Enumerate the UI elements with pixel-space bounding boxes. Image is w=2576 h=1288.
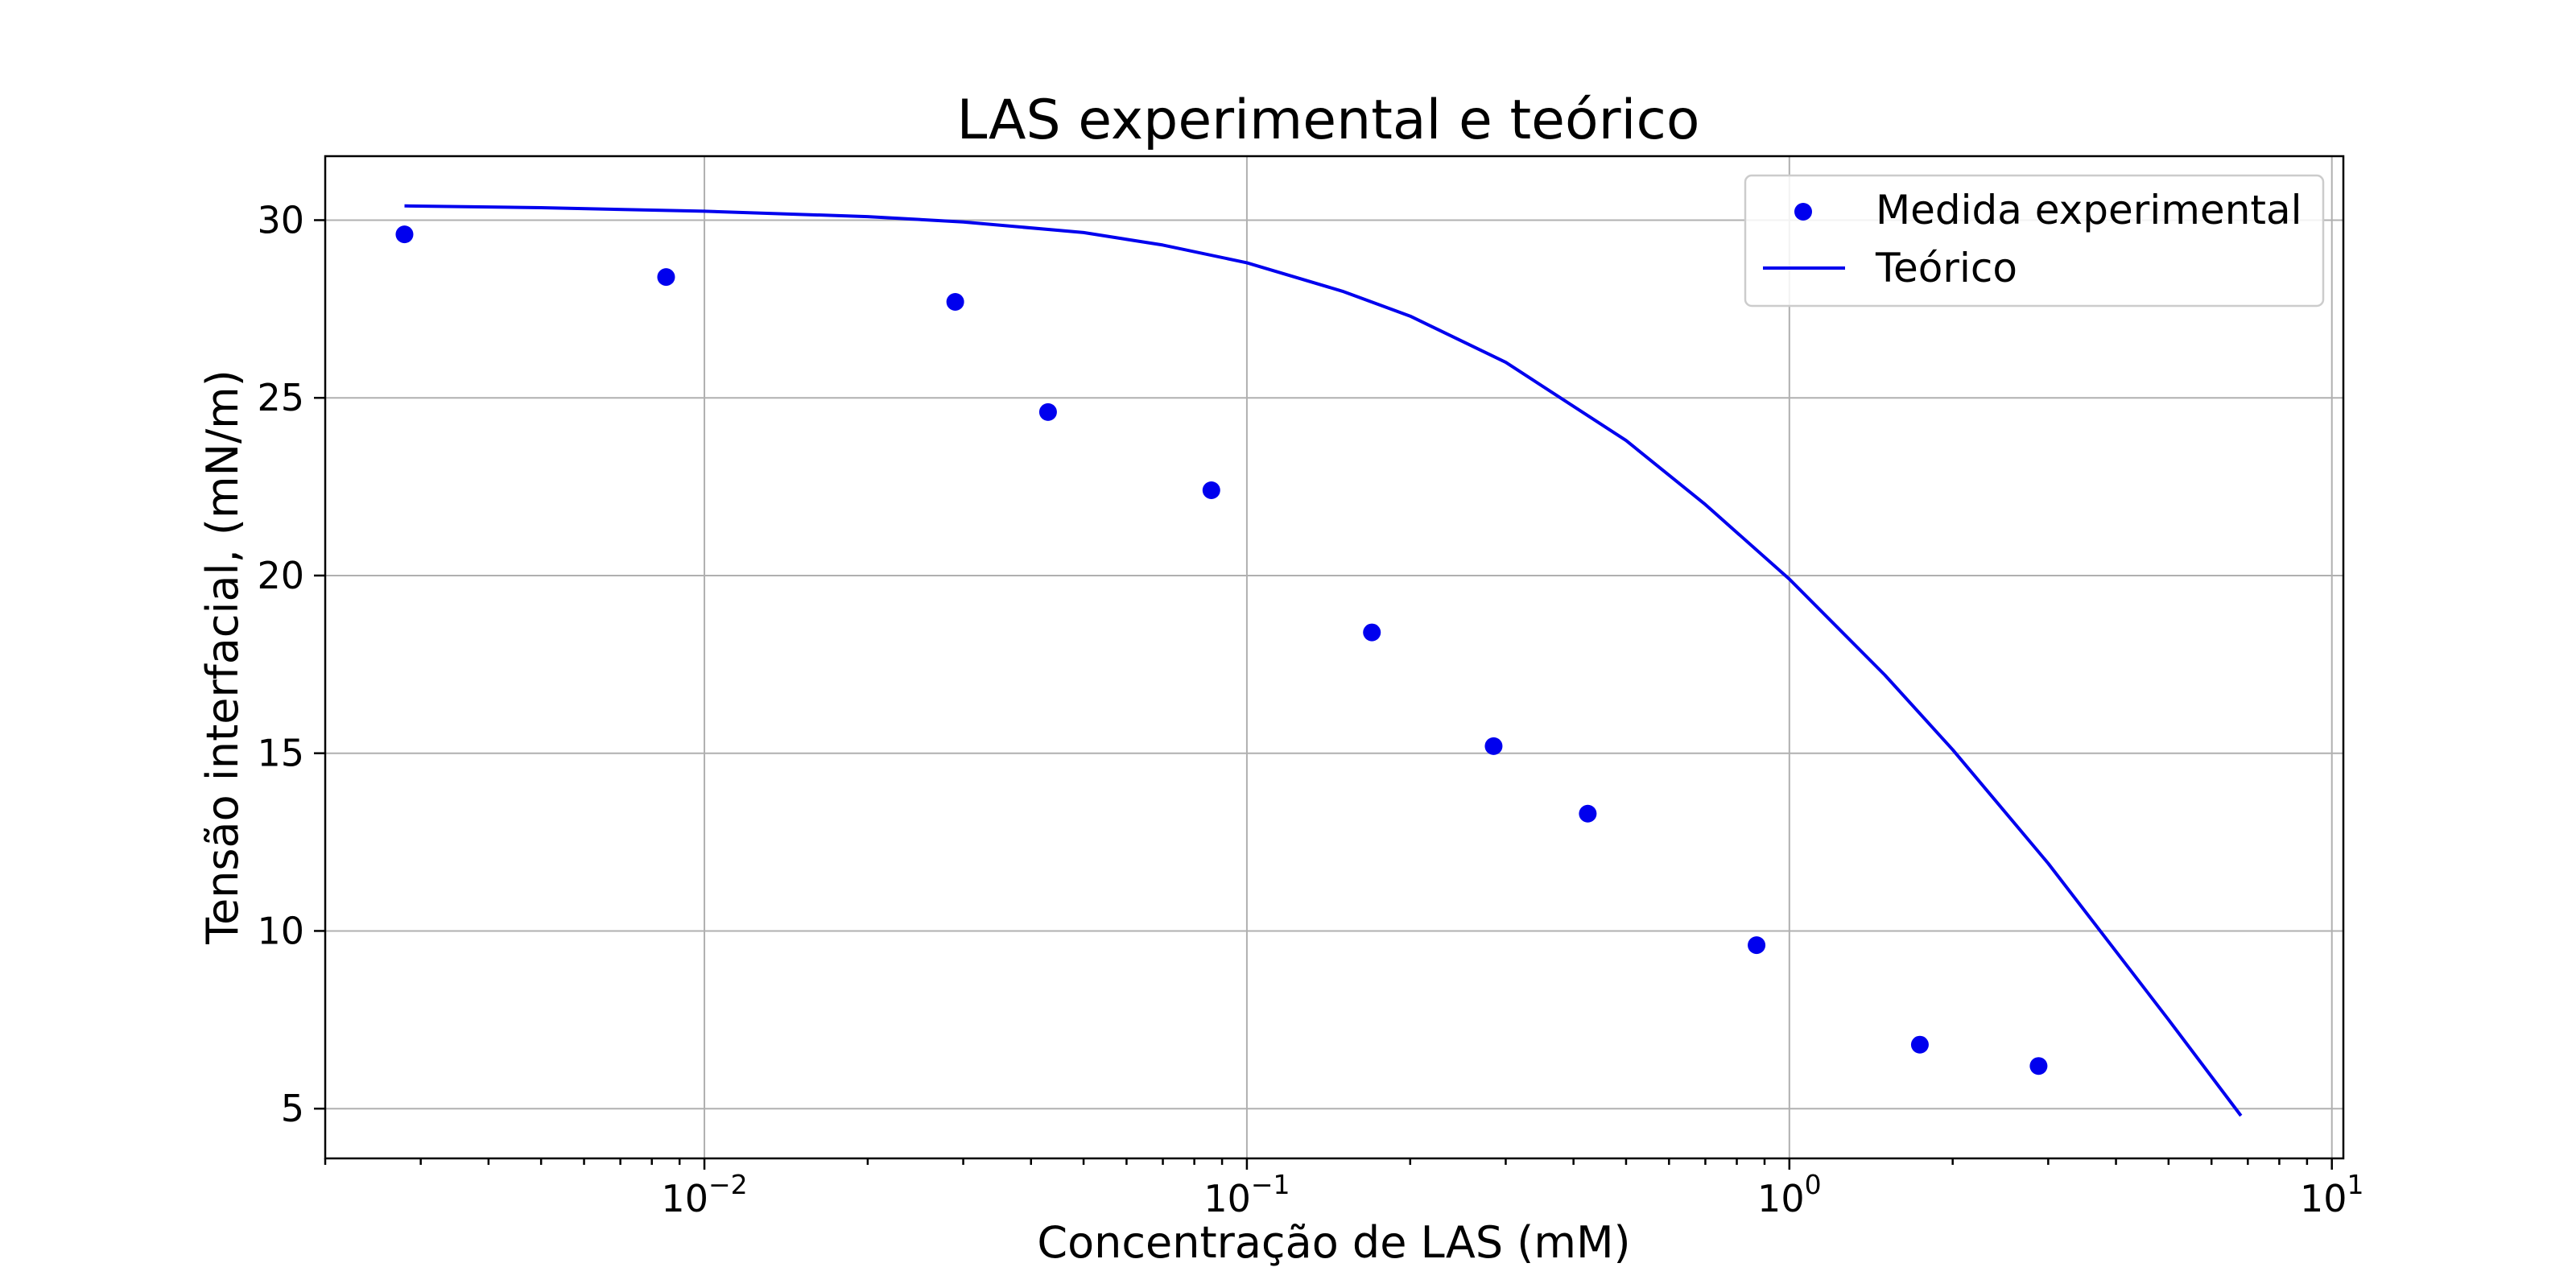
data-point-experimental bbox=[657, 268, 675, 287]
y-tick-label: 30 bbox=[257, 198, 304, 242]
data-point-experimental bbox=[2029, 1057, 2048, 1075]
x-tick-label: 100 bbox=[1757, 1169, 1822, 1220]
chart-title: LAS experimental e teórico bbox=[957, 89, 1700, 152]
data-point-experimental bbox=[1363, 623, 1381, 642]
y-axis-label: Tensão interfacial, (mN/m) bbox=[197, 369, 248, 945]
series-line-teorico bbox=[404, 204, 2243, 1117]
data-point-experimental bbox=[395, 225, 414, 244]
x-axis-label: Concentração de LAS (mM) bbox=[1037, 1217, 1630, 1268]
x-axis-ticks: 10−2 10−1 100 101 bbox=[661, 1158, 2363, 1220]
data-point-experimental bbox=[1484, 737, 1503, 755]
legend: Medida experimental Teórico bbox=[1744, 174, 2325, 308]
data-point-experimental bbox=[946, 293, 964, 312]
y-tick-label: 20 bbox=[257, 554, 304, 597]
data-point-experimental bbox=[1748, 936, 1766, 955]
legend-marker-experimental bbox=[1794, 203, 1812, 221]
data-point-experimental bbox=[1579, 804, 1597, 823]
y-tick-label: 15 bbox=[257, 732, 304, 775]
x-tick-label: 10−1 bbox=[1203, 1169, 1290, 1220]
data-point-experimental bbox=[1202, 481, 1220, 499]
x-tick-label: 101 bbox=[2300, 1169, 2364, 1220]
x-tick-label: 10−2 bbox=[661, 1169, 747, 1220]
y-tick-label: 25 bbox=[257, 376, 304, 419]
legend-label-experimental: Medida experimental bbox=[1876, 187, 2302, 233]
y-axis-ticks: 5 10 15 20 25 30 bbox=[257, 198, 325, 1130]
x-minor-ticks bbox=[324, 1158, 2309, 1165]
data-point-experimental bbox=[1910, 1035, 1929, 1054]
y-tick-label: 5 bbox=[281, 1087, 304, 1130]
plot-frame bbox=[324, 155, 2345, 1160]
grid bbox=[325, 156, 2343, 1158]
plot-series bbox=[395, 204, 2243, 1117]
legend-box bbox=[1744, 174, 2325, 308]
data-point-experimental bbox=[1038, 402, 1057, 421]
legend-label-teorico: Teórico bbox=[1875, 245, 2017, 291]
y-tick-label: 10 bbox=[257, 909, 304, 952]
